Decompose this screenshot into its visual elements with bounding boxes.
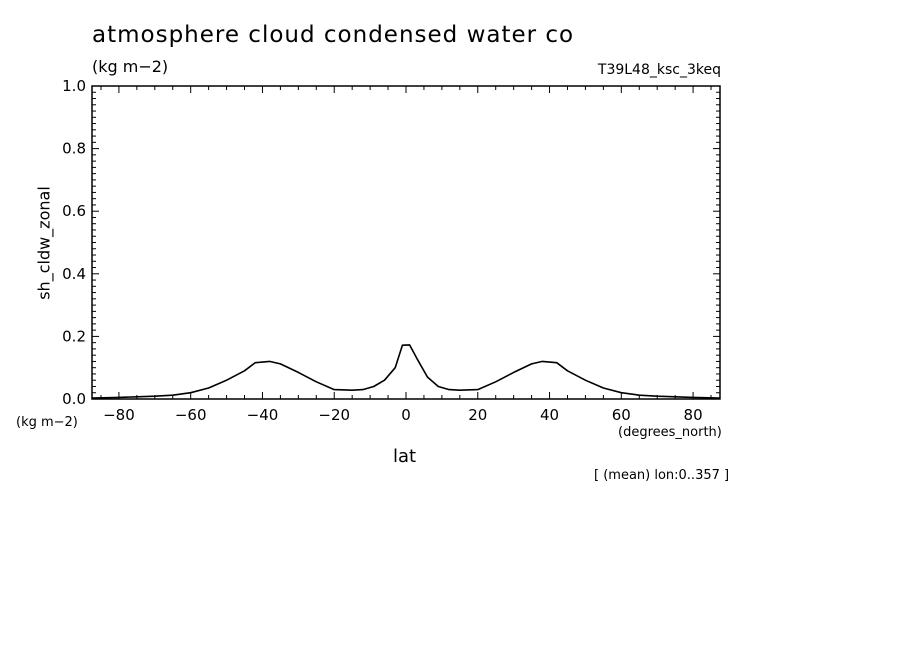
x-tick-label: −20	[318, 406, 350, 424]
y-tick-label: 0.8	[62, 140, 86, 158]
y-tick-label: 0.2	[62, 327, 86, 345]
y-tick-label: 0.6	[62, 202, 86, 220]
y-tick-label: 1.0	[62, 77, 86, 95]
x-axis-label: lat	[393, 446, 417, 467]
x-tick-label: 80	[684, 406, 703, 424]
y-tick-label: 0.0	[62, 390, 86, 408]
x-tick-label: 60	[612, 406, 631, 424]
x-tick-label: 40	[540, 406, 559, 424]
x-tick-label: −40	[247, 406, 279, 424]
y-axis-units: (kg m−2)	[16, 415, 78, 430]
x-tick-label: 0	[401, 406, 411, 424]
chart-units: (kg m−2)	[92, 57, 169, 76]
plot-frame	[91, 85, 721, 400]
y-tick-label: 0.4	[62, 265, 86, 283]
x-tick-label: −80	[103, 406, 135, 424]
x-tick-label: 20	[468, 406, 487, 424]
data-line	[91, 344, 721, 399]
x-tick-label: −60	[175, 406, 207, 424]
averaging-note: [ (mean) lon:0..357 ]	[594, 468, 730, 483]
x-axis-units: (degrees_north)	[618, 425, 722, 440]
chart-title: atmosphere cloud condensed water co	[92, 22, 575, 48]
run-label: T39L48_ksc_3keq	[597, 62, 721, 78]
